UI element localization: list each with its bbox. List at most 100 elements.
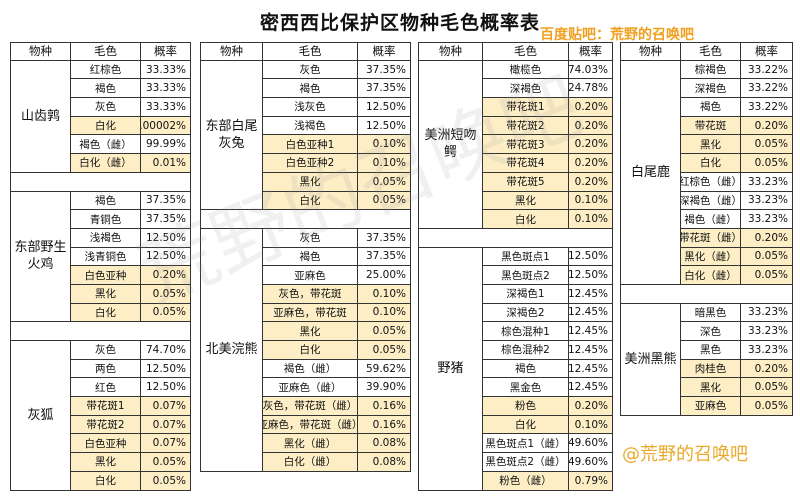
coat-color: 黑化 — [483, 191, 569, 211]
probability: 12.45% — [569, 359, 613, 379]
probability: 0.05% — [741, 135, 793, 155]
probability: 0.20% — [741, 359, 793, 379]
coat-color: 白化（雌） — [263, 453, 358, 472]
probability: 0.05% — [741, 378, 793, 398]
coat-color: 黑色斑点1（雌） — [483, 434, 569, 454]
coat-color: 灰色 — [71, 98, 141, 117]
probability: 33.33% — [141, 60, 191, 80]
probability: 0.79% — [569, 471, 613, 491]
probability: 0.20% — [569, 135, 613, 155]
coat-color: 带花斑2 — [71, 415, 141, 435]
coat-color: 浅褐色 — [71, 228, 141, 248]
probability: 0.20% — [569, 397, 613, 416]
species-name: 美洲短吻鳄 — [419, 60, 483, 229]
coat-color: 深褐色 — [681, 79, 741, 99]
probability: 0.20% — [569, 116, 613, 136]
probability: 0.20% — [141, 266, 191, 285]
coat-color: 带花斑4 — [483, 154, 569, 173]
probability: 0.10% — [358, 284, 411, 304]
coat-color: 灰色，带花斑（雌） — [263, 397, 358, 416]
column-header: 概率 — [141, 42, 191, 61]
coat-color: 黑色斑点1 — [483, 247, 569, 267]
column-header: 毛色 — [263, 42, 358, 61]
probability: 33.23% — [741, 191, 793, 211]
coat-color: 白色亚种 — [71, 434, 141, 454]
coat-color: 深褐色1 — [483, 284, 569, 304]
probability: 0.05% — [358, 341, 411, 360]
coat-color: 带花斑（雌） — [681, 228, 741, 248]
probability: 0.05% — [741, 266, 793, 285]
coat-color: 亚麻色（雌） — [263, 378, 358, 398]
coat-color: 黑化 — [681, 378, 741, 398]
coat-color: 黑金色 — [483, 378, 569, 398]
probability: 0.08% — [358, 434, 411, 454]
probability: 33.23% — [741, 172, 793, 192]
species-name: 白尾鹿 — [621, 60, 681, 285]
probability: 33.23% — [741, 210, 793, 229]
probability: 0.05% — [141, 303, 191, 323]
probability: 37.35% — [358, 247, 411, 267]
coat-color: 白化 — [483, 210, 569, 229]
probability: 25.00% — [358, 266, 411, 285]
coat-color: 棕色混种2 — [483, 341, 569, 360]
coat-color: 浅褐色 — [263, 116, 358, 136]
probability: 0.10% — [569, 210, 613, 229]
spacer-row — [419, 228, 613, 248]
coat-color: 黑化（雌） — [681, 247, 741, 267]
coat-color: 褐色 — [681, 98, 741, 117]
coat-color: 亚麻色，带花斑 — [263, 303, 358, 323]
probability: 24.78% — [569, 79, 613, 99]
species-name: 灰狐 — [11, 341, 71, 491]
coat-color: 红棕色（雌） — [681, 172, 741, 192]
coat-color: 黑化（雌） — [263, 434, 358, 454]
species-name: 野猪 — [419, 247, 483, 491]
probability: 12.50% — [141, 228, 191, 248]
coat-color: 红色 — [71, 378, 141, 398]
probability: 49.60% — [569, 453, 613, 472]
coat-color: 带花斑1 — [483, 98, 569, 117]
spacer-row — [621, 284, 793, 304]
probability: 0.07% — [141, 434, 191, 454]
coat-color: 白色亚种1 — [263, 135, 358, 155]
coat-color: 灰色 — [263, 228, 358, 248]
coat-color: 深褐色2 — [483, 303, 569, 323]
probability: 39.90% — [358, 378, 411, 398]
coat-color: 带花斑3 — [483, 135, 569, 155]
species-name: 东部白尾灰兔 — [201, 60, 263, 211]
coat-color: 粉色 — [483, 397, 569, 416]
probability: 12.50% — [141, 359, 191, 379]
watermark-top: 百度贴吧：荒野的召唤吧 — [540, 27, 694, 43]
probability: 12.50% — [569, 247, 613, 267]
probability: 0.20% — [569, 154, 613, 173]
coat-color: 褐色 — [71, 191, 141, 211]
probability: 33.33% — [141, 79, 191, 99]
species-name: 东部野生火鸡 — [11, 191, 71, 323]
column-header: 概率 — [569, 42, 613, 61]
column-header: 毛色 — [483, 42, 569, 61]
column-header: 物种 — [11, 42, 71, 61]
coat-color: 白色亚种 — [71, 266, 141, 285]
coat-color: 浅灰色 — [263, 98, 358, 117]
probability: 0.01% — [141, 154, 191, 173]
probability: 0.00002% — [141, 116, 191, 136]
probability: 37.35% — [358, 79, 411, 99]
coat-color: 肉桂色 — [681, 359, 741, 379]
probability: 12.50% — [358, 98, 411, 117]
probability: 0.10% — [358, 135, 411, 155]
coat-color: 黑化 — [71, 284, 141, 304]
coat-color: 褐色 — [263, 79, 358, 99]
probability: 33.22% — [741, 60, 793, 80]
watermark-bottom: @荒野的召唤吧 — [622, 444, 748, 465]
spacer-row — [11, 322, 191, 341]
coat-color: 白化 — [681, 154, 741, 173]
probability: 33.33% — [141, 98, 191, 117]
probability: 0.05% — [358, 322, 411, 341]
probability: 0.07% — [141, 415, 191, 435]
coat-color: 橄榄色 — [483, 60, 569, 80]
species-name: 美洲黑熊 — [621, 303, 681, 416]
probability: 12.50% — [358, 116, 411, 136]
probability: 0.20% — [741, 228, 793, 248]
probability: 74.03% — [569, 60, 613, 80]
coat-color: 黑化 — [681, 135, 741, 155]
